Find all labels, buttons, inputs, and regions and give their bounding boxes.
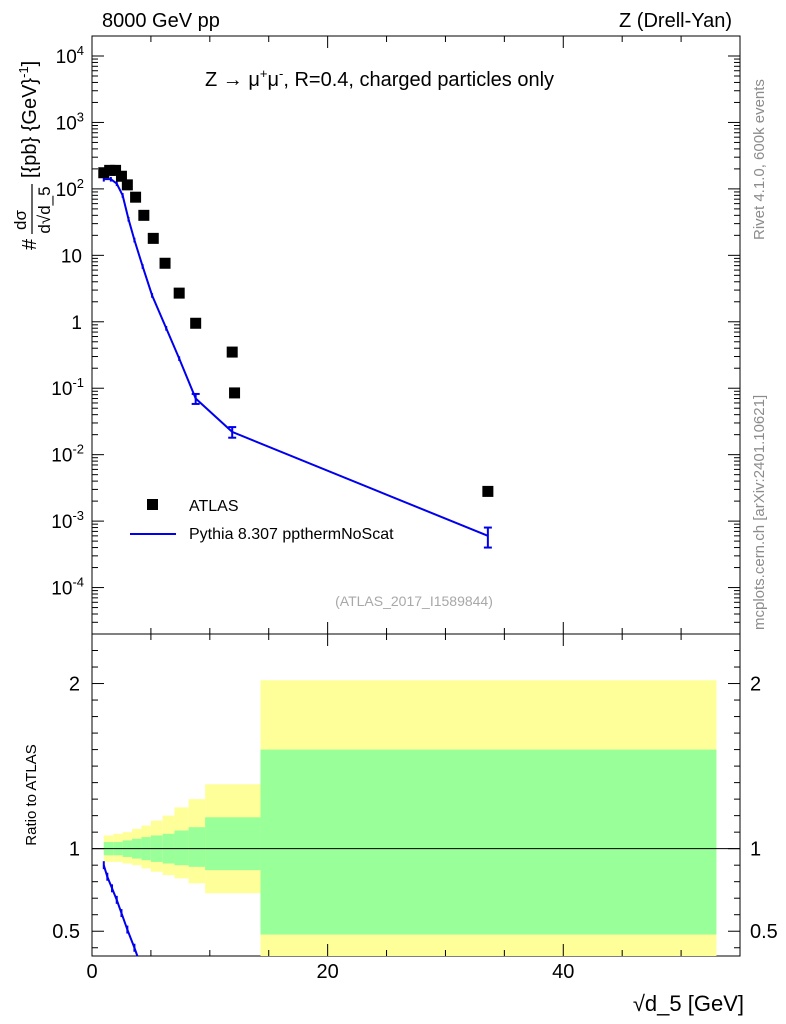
- atlas-data-point: [138, 209, 150, 221]
- atlas-data-point: [226, 346, 238, 358]
- y-tick-label: 103: [56, 109, 84, 134]
- y-tick-label: 1: [71, 313, 82, 334]
- x-tick-label: 0: [86, 961, 97, 983]
- y-tick-label: 10-2: [51, 442, 84, 467]
- ratio-tick-label-right: 2: [750, 674, 761, 696]
- analysis-watermark: (ATLAS_2017_I1589844): [335, 593, 493, 609]
- inner-band-bin: [205, 817, 261, 871]
- ratio-tick-label-left: 0.5: [52, 921, 80, 943]
- ratio-tick-label-right: 0.5: [750, 921, 778, 943]
- y-axis-label-denominator: d√d_5: [35, 186, 54, 233]
- mc-line: [103, 178, 489, 537]
- atlas-data-point: [130, 191, 142, 203]
- y-tick-label: 10-3: [51, 508, 84, 533]
- ratio-y-label: Ratio to ATLAS: [23, 744, 40, 845]
- y-axis-label-hash: #: [19, 238, 41, 250]
- rivet-version-text: Rivet 4.1.0, 600k events: [751, 79, 768, 240]
- ratio-uncertainty-bands: [92, 680, 740, 956]
- atlas-data-point: [104, 164, 116, 176]
- header-left: 8000 GeV pp: [102, 10, 220, 32]
- legend-atlas-label: ATLAS: [189, 498, 239, 515]
- atlas-data-point: [229, 387, 241, 399]
- y-axis-label: # dσ d√d_5 [{pb} {GeV}-1]: [11, 61, 54, 250]
- legend-atlas-marker: [147, 499, 158, 510]
- inner-band-bin: [260, 749, 717, 935]
- atlas-data-point: [190, 317, 202, 329]
- main-panel-frame: [91, 35, 741, 635]
- atlas-data-point: [159, 257, 171, 269]
- legend-mc-label: Pythia 8.307 ppthermNoScat: [189, 526, 394, 543]
- y-axis-label-numerator: dσ: [11, 210, 30, 230]
- y-tick-label: 10: [61, 246, 82, 267]
- x-tick-label: 20: [317, 961, 339, 983]
- atlas-data-point: [115, 170, 127, 182]
- atlas-data-point: [98, 167, 110, 179]
- atlas-data-point: [121, 179, 133, 191]
- inner-band-bin: [174, 830, 189, 866]
- atlas-data-point: [110, 164, 122, 176]
- ratio-series: [102, 861, 139, 957]
- atlas-data-point: [173, 287, 185, 299]
- ratio-tick-label-left: 1: [69, 839, 80, 861]
- mcplots-reference-text: mcplots.cern.ch [arXiv:2401.10621]: [751, 395, 768, 630]
- y-tick-label: 10-1: [51, 375, 84, 400]
- y-axis-label-units: [{pb} {GeV}-1]: [16, 61, 41, 178]
- main-title: Z → μ+μ-, R=0.4, charged particles only: [205, 66, 554, 91]
- axes-ticks: 0 20 40 10-4 10-3 10-2 10-1 1 10 102 103 104 0.5 0.5 1…: [51, 35, 778, 983]
- y-tick-label: 102: [56, 176, 84, 201]
- y-tick-label: 10-4: [51, 575, 84, 600]
- legend: ATLAS Pythia 8.307 ppthermNoScat: [130, 498, 394, 543]
- ratio-tick-label-right: 1: [750, 839, 761, 861]
- atlas-data-point: [482, 485, 494, 497]
- ratio-tick-label-left: 2: [69, 674, 80, 696]
- atlas-data-point: [147, 232, 159, 244]
- main-series: [98, 164, 494, 549]
- inner-band-bin: [188, 827, 206, 867]
- x-tick-label: 40: [552, 961, 574, 983]
- x-axis-label: √d_5 [GeV]: [633, 991, 744, 1016]
- y-tick-label: 104: [56, 43, 84, 68]
- header-right: Z (Drell-Yan): [619, 10, 732, 32]
